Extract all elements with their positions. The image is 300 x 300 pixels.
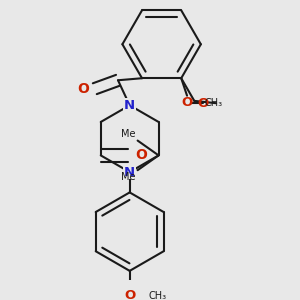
Text: O: O bbox=[77, 82, 89, 96]
Text: CH₃: CH₃ bbox=[148, 290, 167, 300]
Text: O: O bbox=[124, 289, 135, 300]
Text: O: O bbox=[197, 97, 208, 110]
Text: Me: Me bbox=[121, 172, 135, 182]
Text: Me: Me bbox=[121, 129, 135, 139]
Text: N: N bbox=[124, 166, 135, 178]
Text: O: O bbox=[136, 148, 148, 162]
Text: CH₃: CH₃ bbox=[205, 98, 223, 108]
Text: N: N bbox=[124, 99, 135, 112]
Text: O: O bbox=[182, 96, 193, 110]
